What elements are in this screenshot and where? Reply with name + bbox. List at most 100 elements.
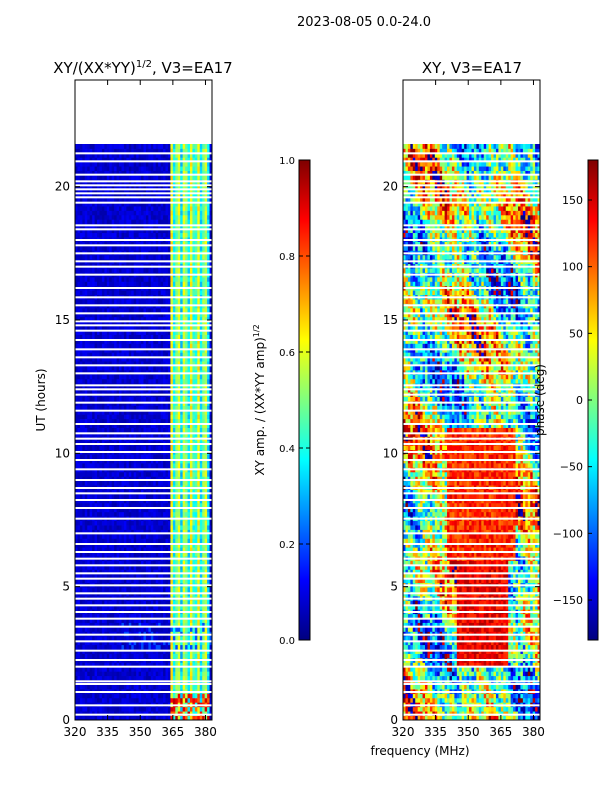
amplitude-cell [185, 604, 188, 610]
amplitude-cell [84, 613, 88, 619]
amplitude-cell [121, 365, 125, 371]
amplitude-cell [199, 454, 203, 459]
amplitude-cell [106, 551, 110, 557]
amplitude-cell [94, 529, 98, 535]
amplitude-cell [109, 374, 113, 380]
amplitude-cell [145, 666, 149, 672]
amplitude-cell [94, 502, 98, 508]
amplitude-cell [194, 365, 198, 371]
amplitude-cell [207, 640, 210, 646]
amplitude-cell [194, 578, 198, 584]
amplitude-cell [123, 480, 127, 486]
amplitude-cell [84, 427, 88, 433]
amplitude-cell [128, 338, 132, 344]
amplitude-cell [194, 463, 198, 468]
amplitude-cell [126, 715, 130, 721]
amplitude-cell [99, 454, 103, 459]
amplitude-cell [148, 507, 152, 513]
amplitude-cell [133, 604, 137, 610]
amplitude-cell [133, 706, 137, 712]
amplitude-cell [128, 476, 132, 482]
amplitude-cell [145, 604, 149, 610]
amplitude-cell [187, 613, 191, 619]
amplitude-cell [136, 507, 140, 513]
amplitude-cell [197, 644, 201, 650]
amplitude-cell [138, 511, 142, 517]
amplitude-cell [106, 564, 110, 570]
amplitude-cell [185, 378, 188, 384]
amplitude-cell [126, 343, 130, 349]
amplitude-cell [121, 520, 125, 526]
amplitude-cell [160, 618, 164, 623]
amplitude-cell [177, 476, 181, 482]
amplitude-cell [197, 365, 201, 371]
amplitude-cell [177, 471, 181, 477]
amplitude-cell [109, 418, 113, 424]
amplitude-cell [187, 405, 191, 411]
amplitude-cell [187, 343, 191, 349]
amplitude-cell [123, 666, 127, 672]
amplitude-cell [119, 511, 122, 517]
amplitude-cell [158, 427, 162, 433]
amplitude-cell [182, 604, 186, 610]
amplitude-cell [101, 343, 105, 349]
amplitude-cell [185, 520, 188, 526]
amplitude-cell [189, 618, 193, 623]
amplitude-cell [75, 494, 78, 499]
amplitude-cell [153, 587, 157, 592]
amplitude-cell [121, 547, 125, 553]
amplitude-cell [138, 662, 142, 668]
amplitude-cell [99, 533, 103, 539]
amplitude-cell [163, 445, 166, 451]
amplitude-cell [79, 525, 83, 530]
amplitude-cell [177, 529, 181, 535]
amplitude-cell [175, 489, 179, 495]
amplitude-cell [202, 334, 206, 340]
amplitude-cell [199, 396, 203, 402]
amplitude-cell [128, 330, 132, 335]
amplitude-cell [207, 418, 210, 424]
amplitude-cell [128, 538, 132, 544]
amplitude-cell [145, 520, 149, 526]
amplitude-cell [111, 356, 115, 362]
amplitude-cell [148, 511, 152, 517]
amplitude-cell [180, 476, 184, 482]
amplitude-cell [163, 454, 166, 459]
amplitude-cell [84, 573, 88, 579]
amplitude-cell [145, 542, 149, 548]
amplitude-cell [79, 427, 83, 433]
amplitude-cell [180, 675, 184, 681]
amplitude-cell [209, 520, 213, 526]
amplitude-cell [101, 471, 105, 477]
amplitude-cell [84, 343, 88, 349]
amplitude-cell [165, 378, 169, 384]
amplitude-cell [185, 405, 188, 411]
amplitude-cell [194, 569, 198, 575]
amplitude-cell [128, 423, 132, 428]
amplitude-cell [202, 529, 206, 535]
amplitude-cell [163, 573, 166, 579]
amplitude-cell [165, 414, 169, 420]
amplitude-cell [94, 640, 98, 646]
amplitude-cell [104, 334, 108, 340]
amplitude-cell [158, 618, 162, 623]
amplitude-cell [123, 635, 127, 641]
amplitude-cell [87, 480, 91, 486]
amplitude-cell [131, 405, 135, 411]
amplitude-cell [99, 640, 103, 646]
amplitude-cell [116, 618, 120, 623]
amplitude-cell [170, 697, 174, 703]
amplitude-cell [131, 578, 135, 584]
amplitude-cell [79, 573, 83, 579]
amplitude-cell [148, 423, 152, 428]
amplitude-cell [136, 494, 140, 499]
amplitude-cell [207, 361, 210, 366]
amplitude-cell [150, 706, 154, 712]
amplitude-cell [189, 445, 193, 451]
amplitude-cell [202, 378, 206, 384]
amplitude-cell [75, 365, 78, 371]
amplitude-cell [175, 494, 179, 499]
amplitude-cell [82, 476, 86, 482]
amplitude-cell [160, 374, 164, 380]
amplitude-cell [172, 471, 176, 477]
